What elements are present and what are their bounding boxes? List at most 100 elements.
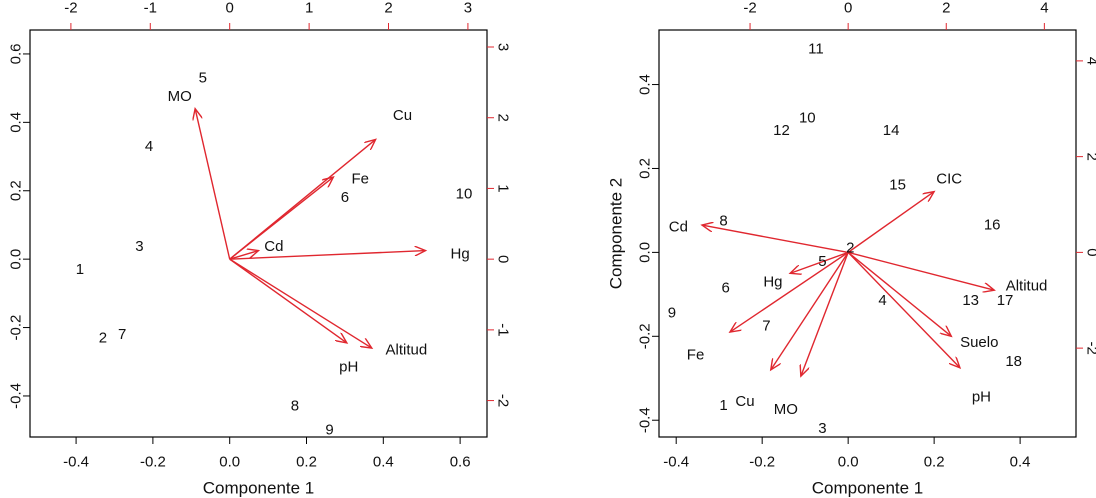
loading-arrow-fe [229,177,334,260]
score-label-9: 9 [325,422,333,439]
score-label-1: 1 [719,397,727,414]
loading-arrow-hg [229,251,426,260]
loading-arrow-hg [790,251,849,273]
loading-arrow-suelo [847,251,951,336]
loading-label-ph: pH [339,358,358,375]
top-tick-label: 1 [305,0,313,17]
loading-label-hg: Hg [763,273,782,290]
loading-label-cic: CIC [936,170,962,187]
y-tick-label: -0.4 [8,383,25,409]
loading-label-suelo: Suelo [960,334,998,351]
plot-frame [658,29,1077,438]
biplot-left: -0.4 -0.2 0.0 0.2 0.4 0.6 Componente 1 -0.4 -0.2… [8,0,512,498]
score-label-18: 18 [1005,353,1022,370]
loading-label-cd: Cd [669,219,688,236]
right-tick-label: 4 [1084,57,1096,65]
top-tick-label: 0 [226,0,234,17]
y-tick-label: 0.0 [8,249,25,270]
loading-label-cu: Cu [735,393,754,410]
x-tick-label: -0.4 [63,454,89,471]
plot-frame [29,29,488,438]
score-label-10: 10 [456,186,473,203]
right-tick-label: 3 [495,43,512,51]
loading-arrow-fe [730,251,849,332]
loading-label-fe: Fe [687,347,705,364]
score-label-3: 3 [135,238,143,255]
x-tick-label: 0.4 [373,454,394,471]
loading-arrow-mo [801,252,849,376]
top-tick-label: -2 [64,0,77,17]
score-label-8: 8 [291,398,299,415]
y-tick-label: 0.2 [637,158,654,179]
loading-label-hg: Hg [451,246,470,263]
score-label-7: 7 [762,317,770,334]
y-tick-label: -0.2 [8,315,25,341]
right-tick-label: 0 [1084,248,1096,256]
score-label-16: 16 [984,217,1001,234]
right-tick-label: 0 [495,255,512,263]
loading-arrow-cd [702,225,849,254]
x-axis-title: Componente 1 [812,479,924,498]
score-label-8: 8 [719,212,727,229]
top-tick-label: 3 [464,0,472,17]
loading-arrow-altitud [847,251,994,290]
right-tick-label: -2 [495,394,512,407]
x-axis-title: Componente 1 [203,479,315,498]
top-tick-label: 2 [384,0,392,17]
top-tick-label: -2 [743,0,756,17]
score-label-7: 7 [118,326,126,343]
loading-label-cu: Cu [393,107,412,124]
right-tick-label: 2 [1084,152,1096,160]
score-label-17: 17 [997,292,1014,309]
loading-label-ph: pH [972,389,991,406]
y-tick-label: 0.4 [637,74,654,95]
score-label-9: 9 [668,305,676,322]
right-tick-label: -2 [1084,341,1096,354]
y-tick-label: -0.4 [637,407,654,433]
loading-label-cd: Cd [264,238,283,255]
right-tick-label: -1 [495,323,512,336]
score-label-6: 6 [341,189,349,206]
loading-arrow-cic [847,192,934,253]
loading-arrow-cd [229,251,259,260]
score-label-5: 5 [818,253,826,270]
score-label-3: 3 [818,420,826,437]
loading-label-altitud: Altitud [386,341,428,358]
right-tick-label: 1 [495,184,512,192]
loading-label-mo: MO [168,88,192,105]
loading-arrow-cu [771,251,849,369]
score-label-1: 1 [76,261,84,278]
loading-arrow-altitud [229,258,372,348]
score-label-4: 4 [145,138,153,155]
score-label-14: 14 [883,122,900,139]
score-label-15: 15 [889,177,906,194]
x-tick-label: 0.4 [1010,454,1031,471]
score-label-13: 13 [962,292,979,309]
x-tick-label: 0.0 [838,454,859,471]
x-tick-label: -0.2 [749,454,775,471]
top-tick-label: -1 [144,0,157,17]
score-label-2: 2 [99,329,107,346]
y-tick-label: 0.6 [8,44,25,65]
score-label-10: 10 [799,110,816,127]
y-tick-label: 0.2 [8,180,25,201]
loading-arrow-ph [229,258,347,343]
loading-label-mo: MO [774,401,798,418]
x-tick-label: 0.6 [450,454,471,471]
score-label-4: 4 [878,292,886,309]
loading-label-fe: Fe [352,170,370,187]
right-tick-label: 2 [495,114,512,122]
x-tick-label: 0.2 [296,454,317,471]
score-label-6: 6 [721,280,729,297]
score-label-11: 11 [808,40,824,57]
top-tick-label: 4 [1040,0,1048,17]
y-axis-title: Componente 2 [607,178,626,290]
top-tick-label: 2 [942,0,950,17]
loading-arrow-ph [847,251,960,367]
loading-label-altitud: Altitud [1006,277,1048,294]
x-tick-label: -0.4 [663,454,689,471]
x-tick-label: -0.2 [140,454,166,471]
score-label-5: 5 [199,69,207,86]
score-label-2: 2 [846,240,854,257]
